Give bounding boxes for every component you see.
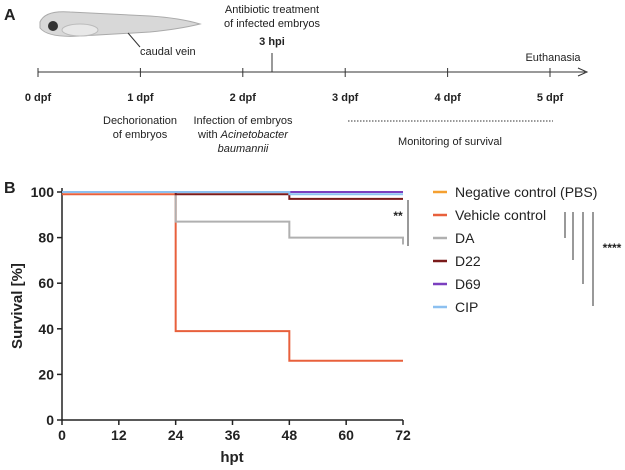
- x-tick-label: 48: [282, 427, 298, 443]
- x-tick-label: 36: [225, 427, 241, 443]
- y-axis-label: Survival [%]: [9, 263, 26, 349]
- zebrafish: [39, 11, 202, 37]
- pointer: [127, 32, 141, 48]
- legend-label: CIP: [455, 299, 478, 315]
- x-axis-label: hpt: [220, 449, 243, 466]
- label: with: [197, 129, 218, 141]
- x-tick-label: 60: [338, 427, 354, 443]
- x-tick-label: 72: [395, 427, 411, 443]
- legend-label: Negative control (PBS): [455, 184, 597, 200]
- day-label: 4 dpf: [434, 92, 461, 104]
- y-tick-label: 80: [38, 230, 54, 246]
- y-tick-label: 20: [38, 366, 54, 382]
- label: Antibiotic treatment: [225, 4, 319, 16]
- day-label: 2 dpf: [230, 92, 257, 104]
- significance: ****: [603, 241, 622, 255]
- label: 3 hpi: [259, 36, 285, 48]
- panel-label: A: [4, 7, 16, 24]
- x-tick-label: 12: [111, 427, 127, 443]
- x-tick-label: 0: [58, 427, 66, 443]
- label: Euthanasia: [525, 52, 581, 64]
- panel-label: B: [4, 180, 16, 197]
- day-label: 3 dpf: [332, 92, 359, 104]
- label: with Acinetobacter: [197, 129, 289, 141]
- y-tick-label: 100: [31, 184, 55, 200]
- legend-label: D22: [455, 253, 481, 269]
- survival-line: [62, 191, 404, 245]
- day-label: 5 dpf: [537, 92, 564, 104]
- y-tick-label: 40: [38, 321, 54, 337]
- label: Acinetobacter: [220, 129, 290, 141]
- label: of infected embryos: [224, 18, 320, 30]
- survival-line: [62, 193, 403, 362]
- day-label: 0 dpf: [25, 92, 52, 104]
- label: Infection of embryos: [193, 115, 293, 127]
- legend-label: D69: [455, 276, 481, 292]
- y-tick-label: 0: [46, 412, 54, 428]
- day-label: 1 dpf: [127, 92, 154, 104]
- legend-label: DA: [455, 230, 475, 246]
- label: of embryos: [113, 129, 168, 141]
- label: Monitoring of survival: [398, 136, 502, 148]
- arrow: [577, 67, 589, 77]
- significance: **: [393, 209, 403, 223]
- legend-label: Vehicle control: [455, 207, 546, 223]
- survival-line: [62, 191, 403, 200]
- survival-line: [62, 191, 403, 196]
- label: baumannii: [218, 143, 269, 155]
- x-tick-label: 24: [168, 427, 184, 443]
- label: caudal vein: [140, 46, 196, 58]
- label: Dechorionation: [103, 115, 177, 127]
- y-tick-label: 60: [38, 275, 54, 291]
